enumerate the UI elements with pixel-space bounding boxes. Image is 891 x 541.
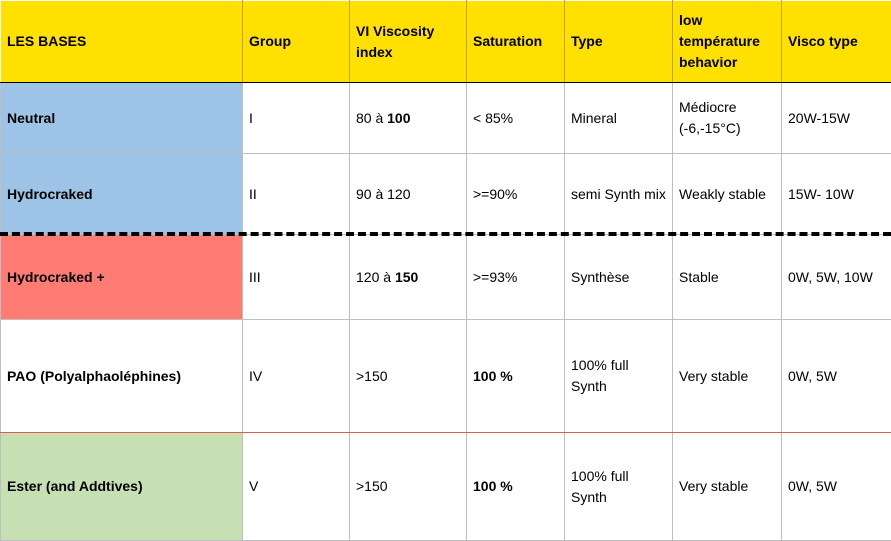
saturation-cell: >=93% xyxy=(466,234,565,320)
visco-cell: 20W-15W xyxy=(781,82,891,154)
visco-cell: 0W, 5W xyxy=(781,319,891,433)
saturation-cell: < 85% xyxy=(466,82,565,154)
type-cell: Synthèse xyxy=(564,234,673,320)
type-cell: 100% full Synth xyxy=(564,319,673,433)
vi-text: 80 à xyxy=(356,109,388,126)
visco-cell: 0W, 5W xyxy=(781,432,891,541)
vi-text: 120 à xyxy=(356,268,395,285)
header-type: Type xyxy=(564,0,673,83)
header-saturation: Saturation xyxy=(466,0,565,83)
vi-text: >150 xyxy=(356,367,388,384)
vi-text: 90 à 120 xyxy=(356,185,411,202)
header-les-bases: LES BASES xyxy=(0,0,243,83)
vi-bold-text: 100 xyxy=(387,109,411,126)
group-cell: III xyxy=(242,234,350,320)
base-name: Neutral xyxy=(0,82,243,154)
header-visco-type: Visco type xyxy=(781,0,891,83)
table-row: Neutral I 80 à 100 < 85% Mineral Médiocr… xyxy=(0,82,891,154)
base-name: Hydrocraked + xyxy=(0,234,243,320)
vi-cell: >150 xyxy=(349,432,467,541)
group-cell: I xyxy=(242,82,350,154)
group-cell: II xyxy=(242,153,350,235)
low-temp-cell: Very stable xyxy=(672,319,782,433)
header-low-temp: low température behavior xyxy=(672,0,782,83)
table-row: Hydrocraked + III 120 à 150 >=93% Synthè… xyxy=(0,234,891,320)
low-temp-cell: Weakly stable xyxy=(672,153,782,235)
group-cell: IV xyxy=(242,319,350,433)
group-cell: V xyxy=(242,432,350,541)
vi-cell: 80 à 100 xyxy=(349,82,467,154)
header-row: LES BASES Group VI Viscosity index Satur… xyxy=(0,0,891,83)
type-cell: 100% full Synth xyxy=(564,432,673,541)
low-temp-cell: Stable xyxy=(672,234,782,320)
red-separator-line xyxy=(0,432,891,433)
base-name: PAO (Polyalphaoléphines) xyxy=(0,319,243,433)
vi-cell: 90 à 120 xyxy=(349,153,467,235)
base-name: Ester (and Addtives) xyxy=(0,432,243,541)
low-temp-cell: Médiocre (-6,-15°C) xyxy=(672,82,782,154)
vi-text: >150 xyxy=(356,478,388,494)
table-row: PAO (Polyalphaoléphines) IV >150 100 % 1… xyxy=(0,319,891,433)
saturation-cell: 100 % xyxy=(466,319,565,433)
visco-cell: 0W, 5W, 10W xyxy=(781,234,891,320)
vi-bold-text: 150 xyxy=(394,268,419,285)
dashed-separator xyxy=(0,232,891,236)
header-vi: VI Viscosity index xyxy=(349,0,467,83)
vi-cell: >150 xyxy=(349,319,467,433)
visco-cell: 15W- 10W xyxy=(781,153,891,235)
table-row: Ester (and Addtives) V >150 100 % 100% f… xyxy=(0,432,891,541)
saturation-cell: >=90% xyxy=(466,153,565,235)
saturation-cell: 100 % xyxy=(466,432,565,541)
vi-cell: 120 à 150 xyxy=(349,234,467,320)
low-temp-cell: Very stable xyxy=(672,432,782,541)
type-cell: semi Synth mix xyxy=(564,153,673,235)
base-name: Hydrocraked xyxy=(0,153,243,235)
header-group: Group xyxy=(242,0,350,83)
type-cell: Mineral xyxy=(564,82,673,154)
table-row: Hydrocraked II 90 à 120 >=90% semi Synth… xyxy=(0,153,891,235)
